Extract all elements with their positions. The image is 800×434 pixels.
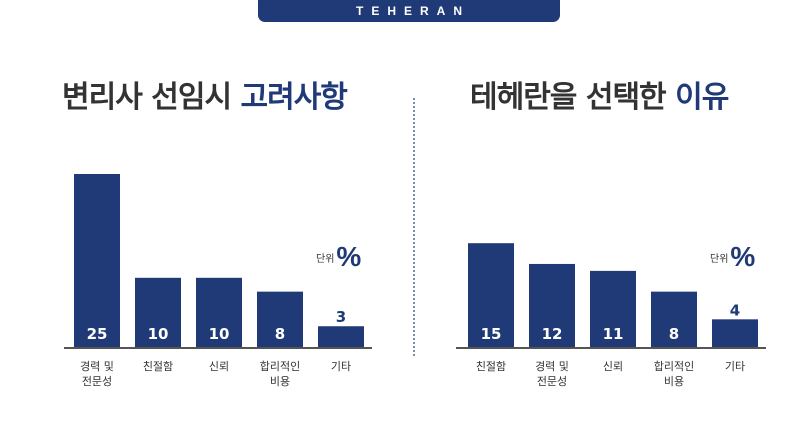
data-label: 4 [730,301,740,319]
data-label: 3 [336,308,346,326]
bar [318,326,364,347]
brand-tab: TEHERAN [258,0,560,22]
category-label: 친절함 [476,360,506,373]
data-label: 10 [209,325,230,343]
data-label: 10 [148,325,169,343]
unit-label-left: 단위% [316,241,361,273]
chart-divider [413,98,415,356]
bar [590,270,636,347]
chart-title-right: 테헤란을 선택한 이유 [470,72,729,116]
data-label: 12 [542,325,563,343]
bar [712,319,758,347]
bar [468,243,514,347]
category-label: 경력 및 [80,360,114,373]
category-label: 비용 [664,375,684,388]
unit-text: 단위 [710,254,729,265]
category-label: 합리적인 [260,360,300,373]
bar [196,277,242,347]
chart-title-accent: 고려사항 [240,80,348,115]
unit-symbol: % [730,241,756,272]
bar [135,277,181,347]
chart-title-left: 변리사 선임시 고려사항 [62,72,348,116]
category-label: 비용 [270,375,290,388]
chart-title-accent: 이유 [675,80,729,115]
data-label: 8 [669,325,679,343]
chart-title-main: 변리사 선임시 [62,80,232,115]
chart-title-main: 테헤란을 선택한 [470,80,667,115]
category-label: 전문성 [82,375,112,388]
data-label: 15 [481,325,502,343]
category-label: 신뢰 [603,360,623,373]
unit-symbol: % [336,241,362,272]
bar [74,174,120,347]
category-label: 경력 및 [535,360,569,373]
data-label: 8 [275,325,285,343]
unit-label-right: 단위% [710,241,755,273]
bar [529,263,575,347]
bar [257,291,303,347]
category-label: 친절함 [143,360,173,373]
category-label: 합리적인 [654,360,694,373]
category-label: 신뢰 [209,360,229,373]
bar [651,291,697,347]
category-label: 전문성 [537,375,567,388]
category-label: 기타 [331,360,351,373]
category-label: 기타 [725,360,745,373]
data-label: 25 [87,325,108,343]
data-label: 11 [603,325,624,343]
unit-text: 단위 [316,254,335,265]
